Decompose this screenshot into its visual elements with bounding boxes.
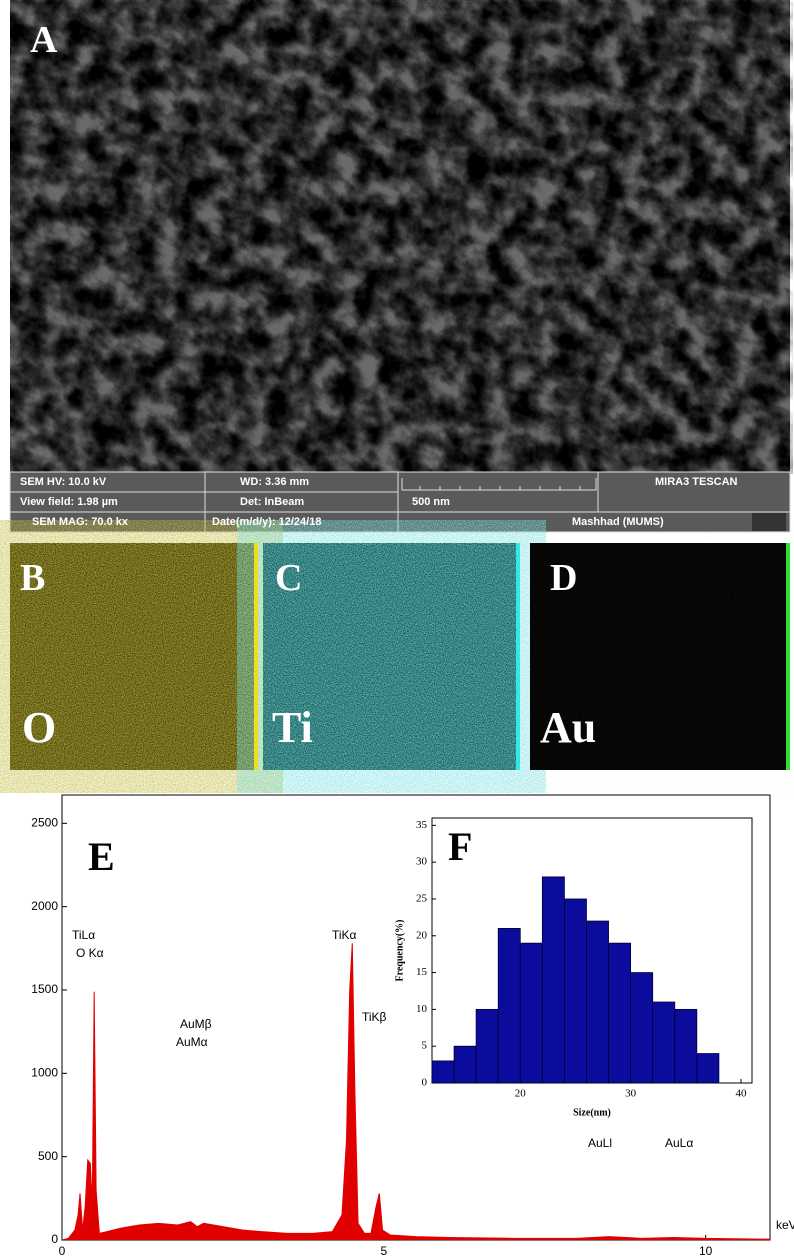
x-tick-label: 0 <box>59 1244 66 1258</box>
sem-info-text: WD: 3.36 mm <box>240 476 309 488</box>
x-tick-label: 20 <box>515 1088 527 1100</box>
sem-info-text: MIRA3 TESCAN <box>655 476 738 488</box>
histogram-bar <box>586 921 608 1083</box>
y-tick-label: 5 <box>422 1040 428 1052</box>
figure: A B O C Ti D Au SEM HV: 10.0 kV WD: 3.36 … <box>0 0 794 1260</box>
histogram-bar <box>564 899 586 1083</box>
colorbar <box>516 543 520 770</box>
y-tick-label: 0 <box>422 1077 428 1089</box>
y-axis-label: Frequency(%) <box>394 919 405 981</box>
histogram-bar <box>609 943 631 1083</box>
peak-label: AuMα <box>176 1035 208 1049</box>
element-label: Ti <box>272 703 313 752</box>
x-axis-label: keV <box>776 1218 794 1232</box>
y-tick-label: 1500 <box>31 982 58 996</box>
panel-label: F <box>448 824 472 869</box>
y-tick-label: 35 <box>416 819 428 831</box>
histogram-bar <box>520 943 542 1083</box>
x-tick-label: 10 <box>699 1244 713 1258</box>
sem-info-text: 500 nm <box>412 496 450 508</box>
peak-label: AuLα <box>665 1136 693 1150</box>
peak-label: TiKα <box>332 928 357 942</box>
element-label: O <box>22 703 56 752</box>
histogram-bar <box>675 1009 697 1083</box>
sem-info-text: Det: InBeam <box>240 496 304 508</box>
histogram-bar <box>542 877 564 1083</box>
y-tick-label: 1000 <box>31 1066 58 1080</box>
y-tick-label: 30 <box>416 856 428 868</box>
y-tick-label: 0 <box>51 1232 58 1246</box>
y-tick-label: 20 <box>416 929 428 941</box>
colorbar <box>254 543 258 770</box>
peak-label: AuLl <box>588 1136 612 1150</box>
y-tick-label: 10 <box>416 1003 428 1015</box>
panel-label: A <box>30 19 58 61</box>
peak-label: TiLα <box>72 928 95 942</box>
y-tick-label: 2000 <box>31 899 58 913</box>
sem-info-text: SEM HV: 10.0 kV <box>20 476 107 488</box>
panel-label: D <box>550 557 577 599</box>
x-axis-label: Size(nm) <box>573 1107 611 1118</box>
histogram-bar <box>653 1002 675 1083</box>
y-tick-label: 500 <box>38 1149 58 1163</box>
histogram-bar <box>454 1046 476 1083</box>
x-tick-label: 40 <box>735 1088 747 1100</box>
logo <box>752 513 786 531</box>
y-tick-label: 2500 <box>31 816 58 830</box>
panel-label: B <box>20 557 45 599</box>
x-tick-label: 5 <box>380 1244 387 1258</box>
sem-shadow <box>13 2 793 474</box>
peak-label: O Kα <box>76 946 104 960</box>
sem-info-text: View field: 1.98 µm <box>20 496 118 508</box>
histogram-bar <box>476 1009 498 1083</box>
colorbar <box>786 543 790 770</box>
panel-label: C <box>275 557 302 599</box>
x-tick-label: 30 <box>625 1088 637 1100</box>
histogram-bar <box>498 928 520 1083</box>
histogram-bar <box>432 1061 454 1083</box>
element-label: Au <box>540 703 596 752</box>
histogram-bar <box>631 973 653 1083</box>
peak-label: TiKβ <box>362 1010 387 1024</box>
histogram-bar <box>697 1054 719 1083</box>
y-tick-label: 15 <box>416 966 428 978</box>
sem-info-text: Date(m/d/y): 12/24/18 <box>212 516 321 528</box>
sem-info-text: Mashhad (MUMS) <box>572 516 664 528</box>
y-tick-label: 25 <box>416 893 428 905</box>
peak-label: AuMβ <box>180 1017 212 1031</box>
panel-label: E <box>88 834 115 879</box>
sem-info-text: SEM MAG: 70.0 kx <box>32 516 129 528</box>
